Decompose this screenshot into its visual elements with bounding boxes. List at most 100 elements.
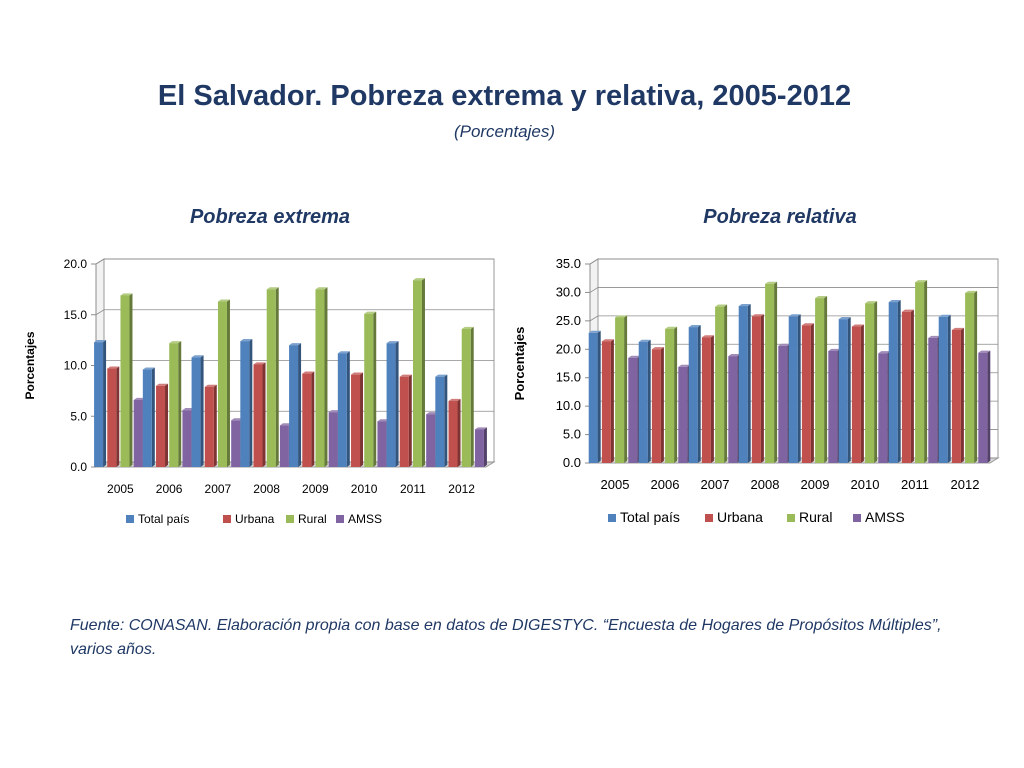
bar-top [678,364,691,367]
bar-side [444,374,448,467]
y-tick-label: 10.0 [556,398,581,413]
bar [204,386,214,467]
bar-side [200,355,204,467]
bar [133,400,143,467]
bar [928,337,938,463]
legend-label: Urbana [235,512,275,526]
bar [688,327,698,463]
bar-side [116,366,120,467]
x-tick-label: 2006 [651,477,680,492]
y-tick-label: 0.0 [70,460,87,474]
legend-swatch [336,515,344,523]
bar [240,341,250,467]
bar [601,341,611,463]
bar-side [311,371,315,467]
bar-side [373,311,377,467]
bar [728,356,738,463]
bar-top [938,314,951,317]
legend-label: Total país [138,512,189,526]
legend-swatch [608,514,616,522]
bar-side [275,287,279,467]
bar [715,306,725,463]
bar-side [974,290,978,463]
bar [399,376,409,467]
bar [651,349,661,463]
bar [628,357,638,463]
chart-pobreza-relativa: 0.0 5.0 10.0 15.0 20.0 25.0 30.0 35.0 Porcentaje… [512,256,1000,525]
bar-top [142,367,155,370]
bar-top [838,317,851,320]
legend-swatch [126,515,134,523]
bar [828,350,838,463]
bar [266,289,276,467]
legend-swatch [787,514,795,522]
bar-top [738,303,751,307]
bar [788,316,798,463]
bar [253,364,263,467]
bar-side [797,314,801,463]
bar-top [302,371,315,374]
bar-top [448,398,461,402]
bar-side [610,339,614,463]
bar [461,328,471,467]
legend-label: AMSS [348,512,382,526]
bar [386,343,396,467]
bar-top [399,374,412,377]
bar-top [107,366,120,369]
bar [588,332,598,463]
bar-top [328,410,341,413]
x-tick-label: 2009 [302,482,329,496]
legend-label: AMSS [865,509,905,525]
bar [302,373,312,467]
bar-side [924,280,928,463]
bar-top [701,335,714,338]
bar-side [760,314,764,463]
legend-swatch [286,515,294,523]
bar-top [828,348,841,351]
bar-top [665,326,678,329]
bar-top [615,315,628,318]
bar-side [697,325,701,463]
bar-top [751,314,764,317]
bar-top [965,290,978,293]
bar-top [169,341,182,344]
bar-top [133,397,146,401]
bar-side [847,317,851,463]
bar-top [253,362,266,365]
x-tick-label: 2006 [156,482,183,496]
bar-side [226,299,230,467]
y-tick-label: 5.0 [563,427,581,442]
bar [978,352,988,463]
bar-top [240,339,253,342]
y-tick-label: 15.0 [64,308,88,322]
bar-top [474,427,487,430]
bar [279,425,289,467]
legend-label: Total país [620,509,680,525]
x-tick-label: 2005 [601,477,630,492]
bar-top [778,343,791,346]
bar-top [815,296,828,299]
bar-top [651,347,664,350]
bar-top [315,287,328,290]
x-tick-label: 2009 [801,477,830,492]
bar [231,420,241,467]
bar-side [724,304,728,463]
bar-side [710,335,714,463]
bar [865,303,875,463]
bar [765,283,775,463]
bar [217,301,227,467]
x-tick-label: 2005 [107,482,134,496]
y-tick-label: 20.0 [556,341,581,356]
bar [915,282,925,463]
chart-title-relativa: Pobreza relativa [703,206,857,228]
bar [738,306,748,463]
bar-top [377,419,390,422]
bar-side [213,384,217,467]
legend-swatch [853,514,861,522]
bar-top [156,383,169,386]
x-tick-label: 2010 [851,477,880,492]
bar [448,401,458,467]
bar [289,345,299,467]
bar-top [878,351,891,354]
bar [938,316,948,463]
